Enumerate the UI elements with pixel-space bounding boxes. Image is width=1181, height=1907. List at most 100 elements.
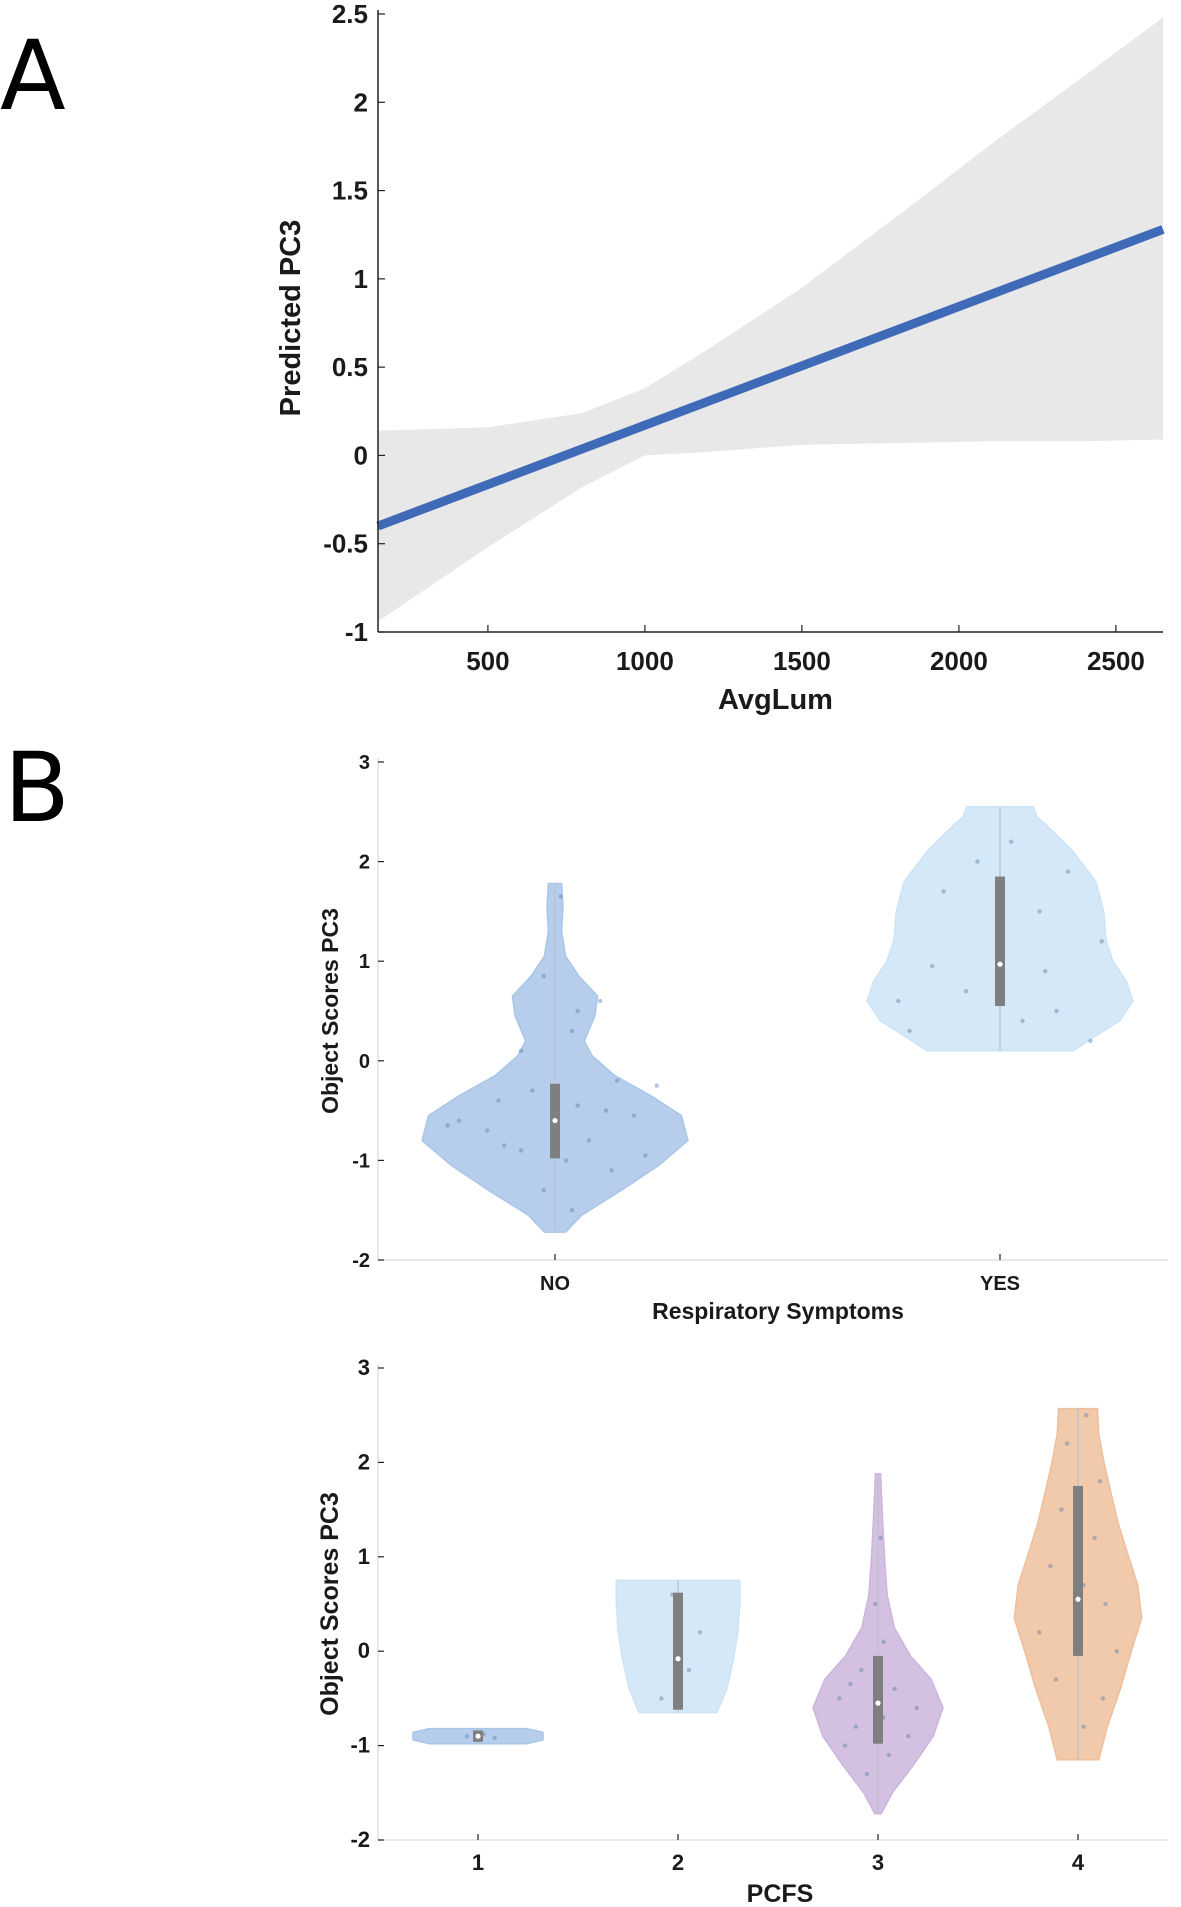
y-tick-label: 0 [358, 1638, 370, 1663]
data-point [1048, 1564, 1053, 1569]
y-tick-label: -1 [352, 1150, 370, 1172]
x-tick-label: 1500 [773, 646, 831, 676]
data-point [892, 1686, 897, 1692]
panel-label-a: A [0, 20, 66, 132]
iqr-box [673, 1592, 683, 1710]
iqr-box [873, 1655, 883, 1744]
y-tick-label: -0.5 [323, 529, 368, 559]
y-axis-label: Object Scores PC3 [317, 908, 343, 1114]
data-point [914, 1705, 919, 1711]
data-point [878, 1535, 883, 1541]
data-point [575, 1103, 580, 1108]
data-point [445, 1123, 450, 1128]
y-axis-label: Predicted PC3 [275, 220, 307, 417]
data-point [492, 1735, 497, 1741]
data-point [501, 1143, 507, 1148]
data-point [842, 1743, 848, 1748]
y-tick-label: -2 [352, 1250, 370, 1272]
y-tick-label: 2.5 [332, 0, 368, 29]
data-point [569, 1208, 575, 1213]
data-point [853, 1724, 859, 1729]
y-tick-label: 0.5 [332, 352, 368, 382]
confidence-band [378, 17, 1163, 622]
y-tick-label: 1.5 [332, 176, 368, 206]
data-point [1020, 1018, 1025, 1024]
data-point [859, 1667, 864, 1673]
data-point [456, 1118, 462, 1123]
y-tick-label: 1 [354, 264, 368, 294]
y-tick-label: -1 [350, 1733, 370, 1758]
y-tick-label: -2 [350, 1827, 370, 1852]
median-marker [997, 961, 1003, 967]
iqr-box [1073, 1486, 1083, 1656]
x-axis-label: AvgLum [718, 684, 833, 716]
data-point [598, 998, 603, 1004]
data-point [530, 1088, 535, 1093]
data-point [1037, 909, 1042, 914]
y-axis-label: Object Scores PC3 [316, 1492, 344, 1716]
data-point [1059, 1507, 1064, 1512]
x-tick-label: 1 [472, 1850, 484, 1875]
data-point [1081, 1724, 1086, 1729]
data-point [1097, 1479, 1103, 1484]
data-point [485, 1128, 490, 1133]
data-point [963, 988, 969, 994]
median-marker [1075, 1596, 1081, 1602]
data-point [848, 1682, 853, 1687]
x-tick-label: 4 [1072, 1850, 1085, 1875]
chart-b-pcfs: -2 -1 0 1 2 3 1 2 3 4 PCFS Object Scores PC3 [316, 1355, 1168, 1907]
data-point [575, 1008, 580, 1014]
data-point [1100, 1696, 1106, 1701]
y-tick-label: 2 [358, 1449, 370, 1474]
y-tick-label: 0 [354, 440, 368, 470]
data-point [603, 1108, 609, 1113]
data-point [697, 1630, 703, 1635]
data-point [975, 859, 980, 864]
y-tick-label: 1 [358, 1544, 370, 1569]
data-point [654, 1083, 659, 1088]
data-point [1053, 1677, 1059, 1682]
y-tick-label: 2 [359, 852, 370, 874]
data-point [881, 1639, 886, 1645]
data-point [1103, 1601, 1108, 1607]
data-point [930, 964, 935, 969]
data-point [941, 889, 946, 894]
x-axis-label: PCFS [747, 1880, 814, 1907]
x-tick-label: 500 [466, 646, 509, 676]
data-point [643, 1153, 648, 1158]
data-point [1009, 839, 1014, 844]
data-point [564, 1158, 569, 1163]
data-point [864, 1771, 870, 1777]
data-point [1114, 1649, 1119, 1654]
y-tick-label: 1 [359, 951, 370, 973]
chart-a: -1 -0.5 0 0.5 1 1.5 2 2.5 500 1000 1500 2000 2500 Avg… [275, 0, 1165, 716]
fit-line [376, 225, 1165, 531]
data-point [1088, 1038, 1093, 1044]
x-tick-label: NO [540, 1273, 570, 1295]
data-point [896, 998, 901, 1004]
data-point [1084, 1413, 1089, 1418]
chart-b-respiratory: -2 -1 0 1 2 3 NO YES Respiratory Symptoms Object … [317, 752, 1168, 1324]
data-point [1065, 869, 1071, 874]
y-tick-label: 0 [359, 1051, 370, 1073]
data-point [1037, 1630, 1042, 1635]
data-point [837, 1696, 842, 1701]
data-point [1054, 1008, 1059, 1014]
data-point [541, 973, 546, 979]
median-marker [552, 1117, 558, 1124]
y-tick-label: 2 [354, 87, 368, 117]
x-axis-label: Respiratory Symptoms [652, 1298, 904, 1324]
data-point [1092, 1535, 1097, 1541]
x-tick-label: 2500 [1087, 646, 1145, 676]
data-point [906, 1734, 911, 1739]
x-tick-label: 2 [672, 1850, 684, 1875]
data-point [586, 1138, 592, 1143]
data-point [518, 1048, 524, 1054]
x-tick-label: 1000 [616, 646, 674, 676]
data-point [615, 1078, 620, 1083]
data-point [886, 1752, 892, 1758]
data-point [541, 1188, 546, 1193]
y-tick-label: -1 [345, 617, 368, 647]
data-point [631, 1113, 637, 1118]
